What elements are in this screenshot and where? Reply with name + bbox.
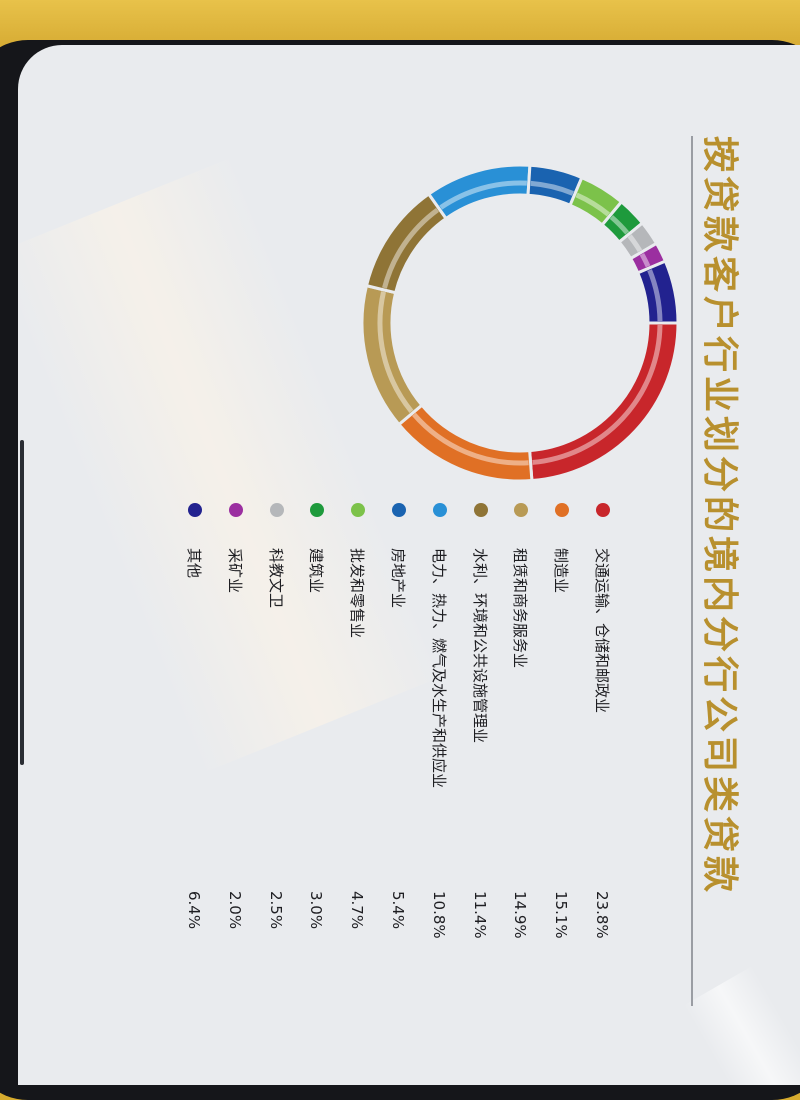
legend-label: 交通运输、仓储和邮政业 <box>593 548 611 714</box>
legend-label: 建筑业 <box>307 548 326 594</box>
donut-slice-2 <box>360 283 425 427</box>
legend-label: 科教文卫 <box>266 548 285 609</box>
legend-value: 2.5% <box>266 891 285 930</box>
legend-label: 电力、热力、燃气及水生产和供应业 <box>429 548 448 789</box>
legend-value: 4.7% <box>348 891 367 930</box>
legend-item: 租赁和商务服务业 14.9% <box>491 503 532 963</box>
donut-slice-band-1 <box>412 412 529 466</box>
legend-label: 制造业 <box>552 548 571 594</box>
page-title: 按贷款客户行业划分的境内分行公司类贷款 <box>699 136 740 897</box>
donut-slice-band-0 <box>532 324 663 465</box>
donut-slice-band-7 <box>609 215 630 235</box>
legend-label: 租赁和商务服务业 <box>511 548 530 669</box>
donut-slice-band-6 <box>575 192 610 217</box>
legend-label: 采矿业 <box>225 548 244 594</box>
legend-item: 电力、热力、燃气及水生产和供应业 10.8% <box>409 503 450 963</box>
donut-slice-4 <box>426 163 532 221</box>
legend-label: 批发和零售业 <box>348 548 367 639</box>
legend-dot <box>269 503 284 517</box>
donut-slice-band-10 <box>647 269 663 322</box>
legend-item: 制造业 15.1% <box>531 503 572 963</box>
legend-dot <box>555 503 570 517</box>
legend-dot <box>188 503 203 517</box>
legend-item: 采矿业 2.0% <box>205 503 246 963</box>
legend-dot <box>596 503 610 517</box>
donut-chart <box>360 163 680 483</box>
legend-item: 批发和零售业 4.7% <box>327 503 368 963</box>
scroll-indicator[interactable] <box>20 440 24 765</box>
legend-label: 水利、环境和公共设施管理业 <box>470 548 489 744</box>
legend-value: 10.8% <box>429 891 448 939</box>
legend-dot <box>392 503 407 517</box>
slide-content: 按贷款客户行业划分的境内分行公司类贷款 交通运输、仓储和邮政业 23.8% 制造业 1… <box>155 108 795 1048</box>
legend-dot <box>351 503 366 517</box>
legend-value: 2.0% <box>225 891 244 930</box>
donut-slice-band-4 <box>439 180 527 210</box>
legend-dot <box>432 503 447 517</box>
legend-value: 11.4% <box>470 891 489 939</box>
donut-slice-band-9 <box>639 252 651 268</box>
donut-slice-band-8 <box>627 234 643 253</box>
legend-item: 建筑业 3.0% <box>287 503 328 963</box>
legend-item: 科教文卫 2.5% <box>246 503 287 963</box>
title-divider <box>691 136 693 1006</box>
legend-value: 5.4% <box>389 891 408 930</box>
legend-value: 3.0% <box>307 891 326 930</box>
legend-value: 15.1% <box>552 891 571 939</box>
chart-legend: 交通运输、仓储和邮政业 23.8% 制造业 15.1% 租赁和商务服务业 14.9% 水利、… <box>164 503 613 963</box>
legend-item: 水利、环境和公共设施管理业 11.4% <box>450 503 491 963</box>
legend-item: 其他 6.4% <box>164 503 205 963</box>
donut-slice-band-2 <box>377 291 414 413</box>
legend-label: 其他 <box>185 548 204 579</box>
legend-dot <box>473 503 488 517</box>
legend-label: 房地产业 <box>389 548 408 609</box>
legend-value: 23.8% <box>593 891 611 939</box>
legend-value: 14.9% <box>511 891 530 939</box>
donut-slice-band-3 <box>382 207 440 289</box>
legend-value: 6.4% <box>185 891 204 930</box>
donut-slice-band-5 <box>530 180 574 196</box>
legend-dot <box>514 503 529 517</box>
legend-dot <box>228 503 243 517</box>
legend-item: 交通运输、仓储和邮政业 23.8% <box>572 503 613 963</box>
donut-slice-10 <box>635 259 680 325</box>
legend-item: 房地产业 5.4% <box>368 503 409 963</box>
legend-dot <box>310 503 325 517</box>
